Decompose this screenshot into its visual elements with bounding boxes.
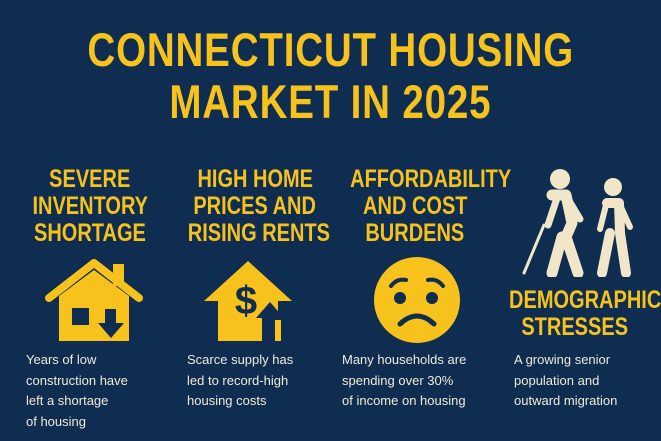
body-high-prices: Scarce supply has led to record-high housi… — [187, 352, 294, 408]
title-line-2: MARKET IN 2025 — [169, 75, 492, 128]
body-demographic-stresses: A growing senior population and outward mi… — [514, 352, 618, 408]
title-line-1: CONNECTICUT HOUSING — [87, 23, 574, 76]
body-affordability: Many households are spending over 30% of i… — [342, 352, 467, 408]
svg-text:$: $ — [235, 279, 257, 323]
house-down-arrow-icon — [45, 259, 143, 341]
heading-affordability: AFFORDABILITY AND COST BURDENS — [350, 165, 512, 247]
worried-face-icon — [374, 257, 460, 343]
page-title: CONNECTICUT HOUSING MARKET IN 2025 — [0, 24, 661, 128]
body-inventory-shortage: Years of low construction have left a shor… — [26, 352, 128, 429]
heading-high-prices: HIGH HOME PRICES AND RISING RENTS — [187, 165, 331, 247]
heading-demographic-stresses: DEMOGRAPHIC STRESSES — [509, 286, 661, 341]
house-dollar-up-arrow-icon: $ — [204, 261, 292, 341]
heading-inventory-shortage: SEVERE INVENTORY SHORTAGE — [32, 165, 148, 247]
senior-people-walking-icon — [522, 169, 633, 277]
